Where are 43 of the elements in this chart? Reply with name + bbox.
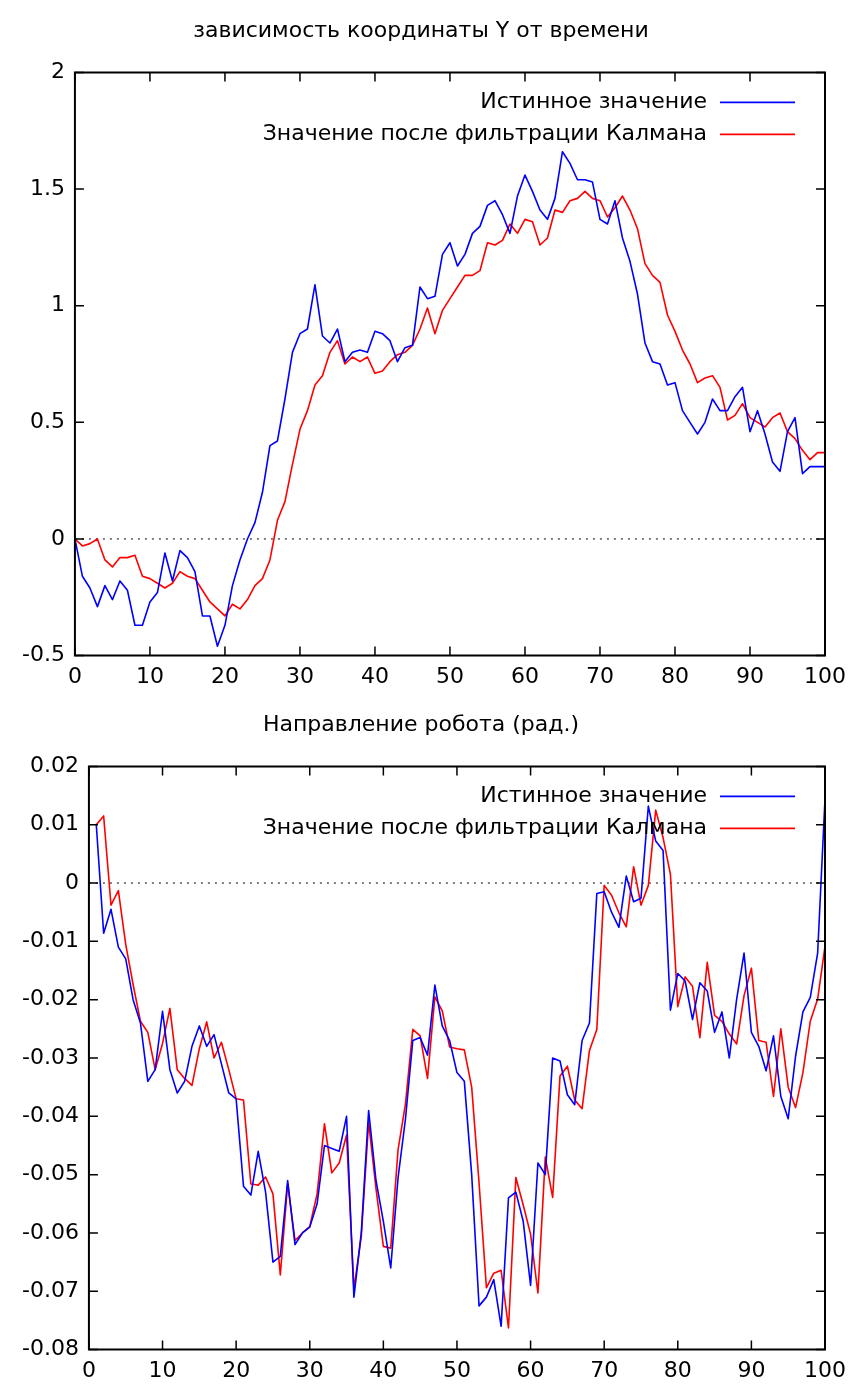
x-tick-label: 90: [737, 1356, 766, 1382]
x-tick-label: 0: [81, 1356, 96, 1382]
y-tick-label: -0.06: [21, 1218, 79, 1244]
y-tick-label: -0.08: [21, 1335, 79, 1361]
y-tick-label: 2: [50, 58, 65, 84]
x-tick-label: 90: [736, 662, 764, 688]
x-tick-label: 30: [295, 1356, 324, 1382]
y-tick-label: 1.5: [29, 174, 65, 200]
y-tick-label: 0.5: [29, 408, 65, 434]
y-tick-label: 0.01: [29, 810, 79, 836]
y-tick-label: -0.5: [21, 641, 65, 667]
legend-label: Истинное значение: [480, 782, 707, 808]
x-tick-label: 60: [510, 662, 539, 688]
y-tick-label: 0.02: [29, 752, 79, 778]
x-tick-label: 100: [804, 662, 846, 688]
y-tick-label: 0: [64, 868, 79, 894]
y-tick-label: 1: [50, 291, 65, 317]
x-tick-label: 60: [516, 1356, 545, 1382]
x-tick-label: 10: [148, 1356, 177, 1382]
x-tick-label: 80: [663, 1356, 692, 1382]
chart-title: Направление робота (рад.): [262, 710, 580, 736]
x-tick-label: 40: [369, 1356, 398, 1382]
x-tick-label: 70: [590, 1356, 619, 1382]
chart-title: зависимость координаты Y от времени: [193, 16, 649, 42]
x-tick-label: 80: [660, 662, 689, 688]
y-tick-label: -0.07: [21, 1277, 79, 1302]
x-tick-label: 20: [222, 1356, 251, 1382]
legend-label: Значение после фильтрации Калмана: [262, 120, 707, 146]
y-tick-label: -0.05: [21, 1160, 79, 1186]
y-tick-label: -0.03: [21, 1043, 79, 1069]
y-tick-label: -0.01: [21, 927, 79, 953]
y-tick-label: -0.02: [21, 985, 79, 1011]
y-tick-label: -0.04: [21, 1102, 79, 1128]
x-tick-label: 20: [210, 662, 239, 688]
x-tick-label: 10: [135, 662, 164, 688]
legend-label: Истинное значение: [480, 88, 707, 114]
x-tick-label: 100: [804, 1356, 846, 1382]
x-tick-label: 50: [435, 662, 464, 688]
x-tick-label: 70: [585, 662, 614, 688]
y-tick-label: 0: [50, 524, 65, 550]
x-tick-label: 30: [285, 662, 314, 688]
x-tick-label: 50: [442, 1356, 471, 1382]
x-tick-label: 40: [360, 662, 389, 688]
